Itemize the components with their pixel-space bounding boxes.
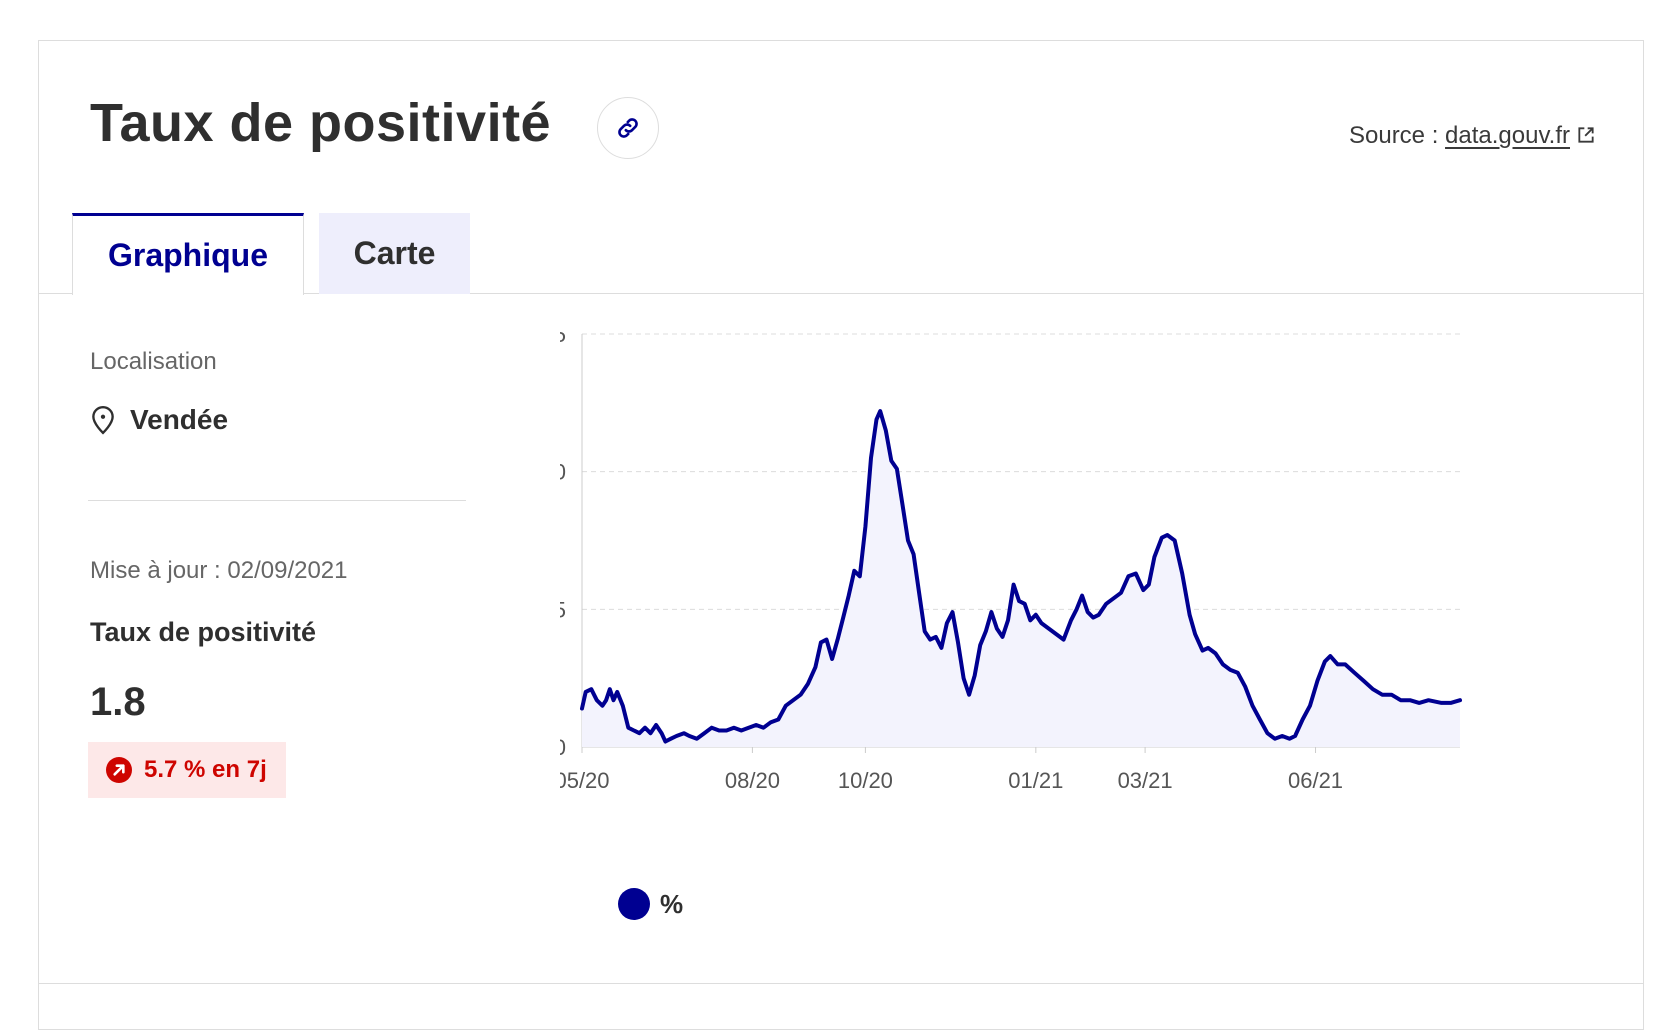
card-bottom-divider bbox=[38, 983, 1644, 984]
source-link-text: data.gouv.fr bbox=[1445, 122, 1570, 149]
tabs-divider bbox=[38, 293, 1644, 294]
chart-legend: % bbox=[618, 888, 683, 920]
tab-carte[interactable]: Carte bbox=[319, 213, 470, 294]
positivity-chart: 0 5 10 15 05/20 08/20 10/20 01/21 03/21 06/21 bbox=[560, 330, 1462, 793]
location-label: Localisation bbox=[90, 348, 217, 375]
tab-graphique-label: Graphique bbox=[107, 237, 268, 273]
x-tick-label: 01/21 bbox=[1008, 768, 1063, 793]
metric-value: 1.8 bbox=[90, 680, 146, 724]
copy-link-button[interactable] bbox=[597, 97, 659, 159]
link-icon bbox=[618, 118, 638, 138]
update-date: Mise à jour : 02/09/2021 bbox=[90, 557, 348, 584]
legend-label: % bbox=[660, 888, 684, 919]
source-label: Source : bbox=[1348, 122, 1446, 149]
y-tick-label: 0 bbox=[560, 735, 566, 760]
sidebar-divider bbox=[88, 500, 466, 501]
x-tick-label: 03/21 bbox=[1118, 768, 1173, 793]
x-tick-label: 05/20 bbox=[560, 768, 610, 793]
y-tick-label: 5 bbox=[560, 597, 566, 622]
indicator-card bbox=[38, 40, 1644, 1030]
change-text: 5.7 % en 7j bbox=[144, 756, 267, 783]
x-tick-label: 06/21 bbox=[1288, 768, 1343, 793]
metric-label: Taux de positivité bbox=[90, 617, 317, 647]
page-title: Taux de positivité bbox=[90, 93, 552, 153]
series-line bbox=[580, 409, 1462, 744]
change-badge: 5.7 % en 7j bbox=[88, 742, 286, 798]
x-tick-label: 10/20 bbox=[838, 768, 893, 793]
tab-carte-label: Carte bbox=[353, 235, 436, 271]
arrow-up-right-icon bbox=[106, 757, 132, 783]
y-tick-label: 15 bbox=[560, 330, 566, 347]
source-info: Source : data.gouv.fr bbox=[1349, 122, 1596, 150]
series-area bbox=[582, 411, 1460, 747]
y-tick-label: 10 bbox=[560, 460, 566, 485]
external-link-icon bbox=[1578, 127, 1594, 143]
source-link[interactable]: data.gouv.fr bbox=[1445, 122, 1596, 149]
x-tick-label: 08/20 bbox=[725, 768, 780, 793]
legend-marker bbox=[618, 888, 650, 920]
location-selector[interactable]: Vendée bbox=[90, 404, 228, 436]
map-pin-icon bbox=[92, 405, 114, 435]
tab-graphique[interactable]: Graphique bbox=[72, 213, 304, 295]
location-value: Vendée bbox=[130, 404, 229, 435]
